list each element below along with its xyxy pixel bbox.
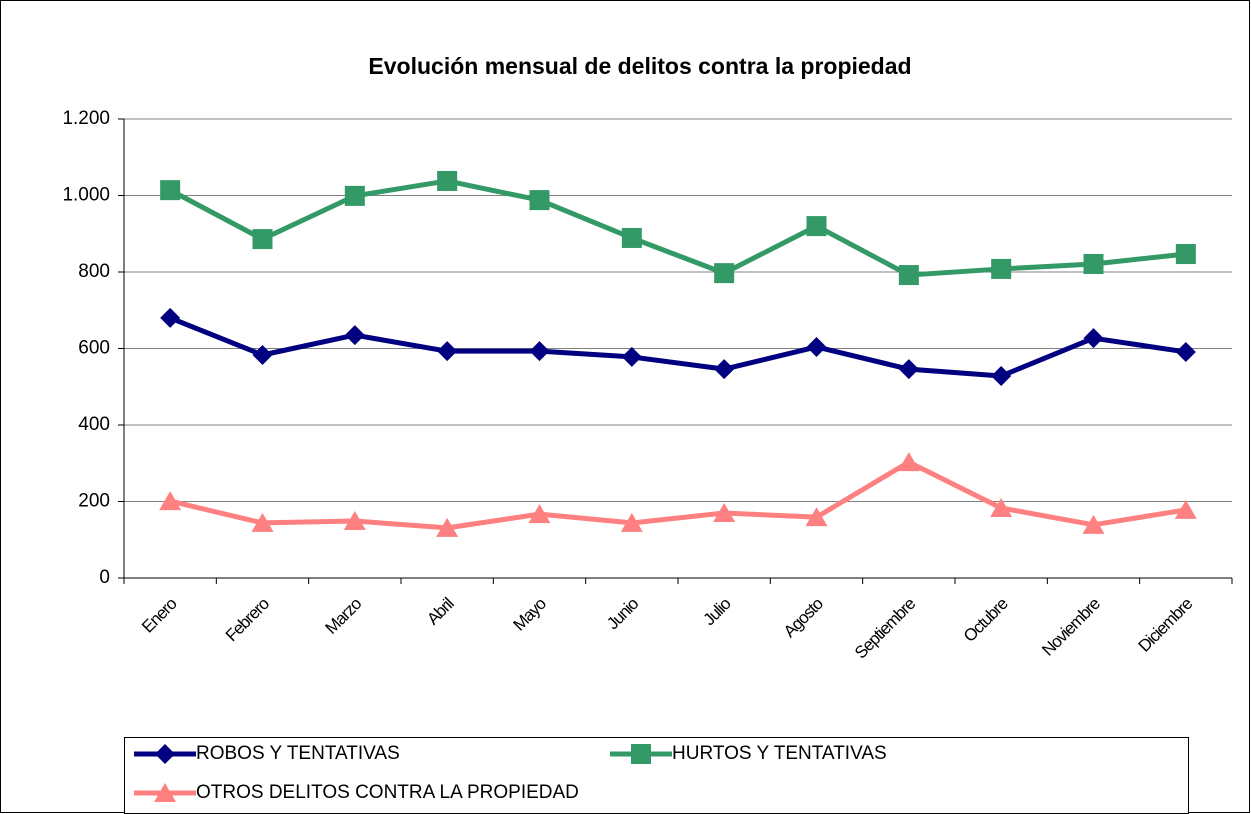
y-tick-label: 1.200 bbox=[62, 108, 110, 129]
marker bbox=[343, 511, 366, 531]
chart-title: Evolución mensual de delitos contra la p… bbox=[368, 53, 911, 79]
y-tick-label: 1.000 bbox=[62, 185, 110, 206]
legend-label: ROBOS Y TENTATIVAS bbox=[196, 743, 400, 764]
marker bbox=[620, 512, 643, 532]
marker bbox=[898, 265, 919, 286]
y-tick-label: 800 bbox=[78, 261, 110, 282]
marker bbox=[897, 452, 920, 472]
marker bbox=[529, 341, 550, 362]
series-line bbox=[169, 315, 1187, 379]
y-tick-label: 600 bbox=[78, 338, 110, 359]
marker bbox=[713, 502, 736, 522]
marker bbox=[251, 512, 274, 532]
marker bbox=[160, 180, 181, 201]
marker bbox=[714, 359, 735, 380]
marker bbox=[991, 258, 1012, 279]
marker bbox=[991, 366, 1012, 387]
series-line bbox=[168, 178, 1187, 278]
marker bbox=[806, 216, 827, 237]
legend-label: OTROS DELITOS CONTRA LA PROPIEDAD bbox=[196, 782, 579, 803]
marker bbox=[1175, 341, 1196, 362]
marker bbox=[1175, 244, 1196, 265]
marker bbox=[528, 504, 551, 524]
legend-label: HURTOS Y TENTATIVAS bbox=[672, 743, 887, 764]
marker bbox=[714, 263, 735, 284]
marker bbox=[252, 345, 273, 366]
y-tick-label: 400 bbox=[78, 414, 110, 435]
y-tick-label: 0 bbox=[99, 567, 110, 588]
marker bbox=[621, 346, 642, 367]
marker bbox=[898, 359, 919, 380]
marker bbox=[155, 744, 175, 764]
marker bbox=[344, 185, 365, 206]
marker bbox=[437, 170, 458, 191]
legend-box bbox=[124, 737, 1189, 814]
marker bbox=[1082, 514, 1105, 534]
marker bbox=[1174, 499, 1197, 519]
series-line bbox=[169, 459, 1187, 531]
marker bbox=[252, 229, 273, 250]
marker bbox=[154, 783, 176, 802]
marker bbox=[436, 517, 459, 537]
marker bbox=[621, 227, 642, 248]
marker bbox=[806, 336, 827, 357]
marker bbox=[437, 341, 458, 362]
marker bbox=[159, 491, 182, 511]
marker bbox=[805, 507, 828, 527]
y-tick-label: 200 bbox=[78, 491, 110, 512]
marker bbox=[1083, 253, 1104, 274]
marker bbox=[990, 498, 1013, 518]
marker bbox=[344, 325, 365, 346]
marker bbox=[631, 744, 651, 764]
marker bbox=[160, 307, 181, 328]
marker bbox=[529, 190, 550, 211]
marker bbox=[1083, 328, 1104, 349]
